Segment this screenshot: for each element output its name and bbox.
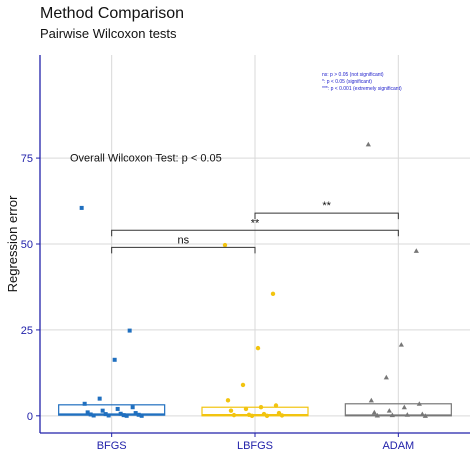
data-point-adam <box>368 397 374 403</box>
significance-legend-line: *: p < 0.05 (significant) <box>322 79 372 85</box>
chart-title: Method Comparison <box>40 5 184 22</box>
data-point-bfgs <box>97 396 102 401</box>
data-point-lbfgs <box>228 408 234 413</box>
y-tick-label: 0 <box>27 411 33 423</box>
data-point-adam <box>371 409 377 415</box>
data-point-bfgs <box>103 412 108 417</box>
data-point-bfgs <box>124 413 129 418</box>
data-point-bfgs <box>106 413 111 418</box>
box-lbfgs <box>201 406 309 417</box>
data-point-adam <box>413 248 419 253</box>
data-point-lbfgs <box>231 412 237 418</box>
data-point-lbfgs <box>225 398 231 403</box>
data-point-bfgs <box>112 357 117 362</box>
data-point-lbfgs <box>255 345 261 351</box>
data-point-lbfgs <box>276 410 282 416</box>
data-point-bfgs <box>100 408 105 413</box>
comparison-bracket <box>254 212 399 220</box>
y-tick-label: 50 <box>21 239 33 251</box>
overall-test-annotation: Overall Wilcoxon Test: p < 0.05 <box>70 153 222 165</box>
data-point-bfgs <box>88 412 93 417</box>
significance-legend-line: ns: p > 0.05 (not significant) <box>322 72 384 78</box>
data-point-adam <box>401 404 407 410</box>
comparison-bracket <box>111 229 399 237</box>
data-point-lbfgs <box>240 382 246 388</box>
data-point-bfgs <box>136 412 141 417</box>
x-tick-label-bfgs: BFGS <box>97 440 127 452</box>
data-point-adam <box>389 412 395 418</box>
data-point-bfgs <box>130 405 135 410</box>
data-point-bfgs <box>91 413 96 418</box>
comparison-label: ns <box>178 234 190 246</box>
comparison-label: ** <box>251 217 260 229</box>
data-point-lbfgs <box>264 413 270 419</box>
chart-subtitle: Pairwise Wilcoxon tests <box>40 26 177 41</box>
data-point-lbfgs <box>258 405 264 410</box>
data-point-lbfgs <box>249 413 255 419</box>
data-point-lbfgs <box>243 406 249 412</box>
data-point-lbfgs <box>273 403 279 408</box>
data-point-bfgs <box>139 413 144 418</box>
data-point-adam <box>398 342 404 347</box>
data-point-adam <box>404 412 410 417</box>
plot-area: 0 25 50 75 BFGS LBFGS ADAM ns ** ** Overall Wilcox… <box>21 55 470 452</box>
data-point-bfgs <box>85 410 90 415</box>
data-point-adam <box>374 412 380 418</box>
data-point-bfgs <box>115 406 120 411</box>
y-axis-label: Regression error <box>5 195 20 292</box>
data-point-adam <box>365 141 371 147</box>
data-point-adam <box>383 374 389 380</box>
data-point-bfgs <box>82 401 87 406</box>
x-tick-label-adam: ADAM <box>382 440 414 452</box>
data-point-bfgs <box>118 411 123 416</box>
data-point-adam <box>419 411 425 417</box>
comparison-label: ** <box>322 200 331 212</box>
data-point-bfgs <box>79 205 84 210</box>
y-tick-label: 75 <box>21 153 33 165</box>
data-point-bfgs <box>127 328 132 333</box>
comparison-bracket <box>111 246 256 254</box>
data-point-lbfgs <box>279 413 285 418</box>
data-point-bfgs <box>133 411 138 416</box>
significance-legend-line: ***: p < 0.001 (extremely significant) <box>322 86 402 92</box>
data-point-adam <box>386 408 392 413</box>
data-point-lbfgs <box>222 242 228 248</box>
data-point-bfgs <box>121 413 126 418</box>
x-tick-label-lbfgs: LBFGS <box>237 440 273 452</box>
data-point-adam <box>422 413 428 418</box>
y-tick-label: 25 <box>21 325 33 337</box>
data-point-lbfgs <box>270 291 276 297</box>
data-point-adam <box>416 401 422 406</box>
box-bfgs <box>58 404 166 416</box>
